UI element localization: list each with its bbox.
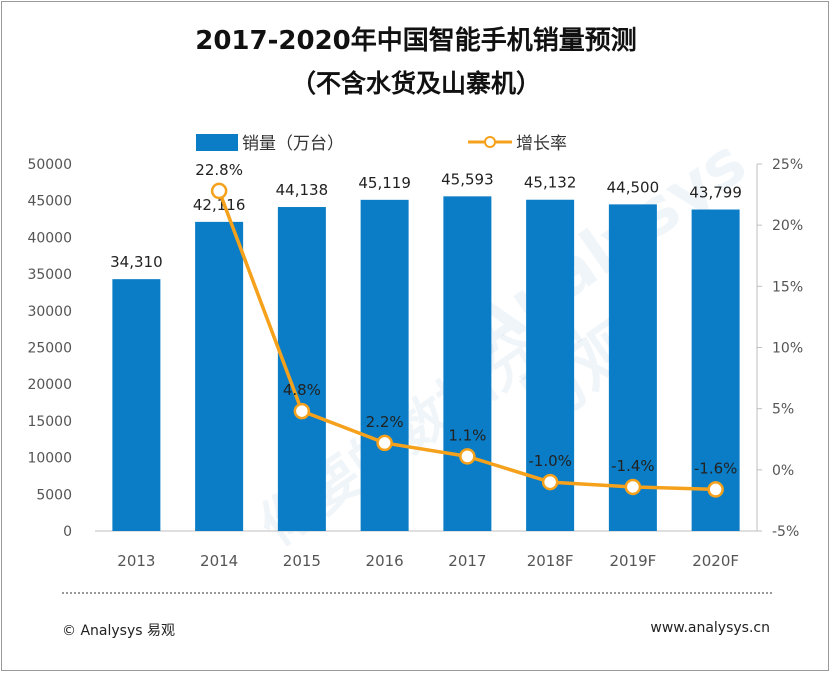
growth-rate-point <box>376 434 393 452</box>
right-axis-tick-label: 20% <box>772 218 803 234</box>
sales-bar <box>608 204 657 531</box>
growth-rate-point <box>707 481 724 498</box>
footer-website: www.analysys.cn <box>650 620 770 636</box>
x-axis-category-label: 2013 <box>117 552 155 570</box>
sales-bar <box>112 279 161 531</box>
left-axis-tick-label: 45000 <box>27 194 72 210</box>
chart-subtitle: （不含水货及山寨机） <box>290 69 541 98</box>
sales-bar <box>195 221 244 531</box>
chart-title: 2017-2020年中国智能手机销量预测 <box>195 26 637 56</box>
sales-bar-label: 44,138 <box>276 181 329 199</box>
x-axis-category-label: 2020F <box>692 552 739 570</box>
x-axis-category-label: 2016 <box>366 552 404 570</box>
right-axis-tick-label: 5% <box>772 402 794 418</box>
sales-bar-label: 45,132 <box>524 174 577 192</box>
growth-rate-point <box>541 473 559 491</box>
growth-rate-point <box>624 478 642 496</box>
left-axis-tick-label: 35000 <box>27 267 72 283</box>
growth-rate-point <box>293 402 311 420</box>
x-axis-category-label: 2015 <box>283 552 321 570</box>
growth-rate-point <box>210 182 228 200</box>
growth-rate-label: -1.6% <box>694 459 738 477</box>
sales-bar-label: 45,593 <box>441 170 494 188</box>
left-axis-tick-label: 5000 <box>36 487 72 503</box>
left-axis-tick-label: 0 <box>63 524 72 540</box>
left-axis-tick-label: 40000 <box>27 230 72 246</box>
right-axis-tick-label: 10% <box>772 341 803 357</box>
left-axis-tick-label: 15000 <box>27 414 72 430</box>
left-axis-tick-label: 30000 <box>27 304 72 320</box>
sales-bar-label: 34,310 <box>110 253 163 271</box>
plot-area: 0 5000 10000 15000 20000 25000 30000 35000 40000… <box>27 157 803 570</box>
sales-bar-label: 44,500 <box>607 178 660 196</box>
growth-rate-label: 4.8% <box>283 381 321 399</box>
chart-legend: 销量（万台） 增长率 <box>196 134 567 154</box>
growth-rate-label: -1.4% <box>611 457 655 475</box>
sales-bar-label: 42,116 <box>193 196 246 214</box>
footer-divider <box>62 592 772 594</box>
x-axis-category-label: 2017 <box>448 552 486 570</box>
sales-bar <box>691 209 740 532</box>
right-axis-tick-label: 25% <box>772 157 803 173</box>
left-axis-tick-label: 20000 <box>27 377 72 393</box>
left-axis-tick-label: 50000 <box>27 157 72 173</box>
growth-rate-label: 1.1% <box>448 426 486 444</box>
growth-rate-label: 22.8% <box>195 161 243 179</box>
sales-bar-label: 45,119 <box>358 174 411 192</box>
sales-bar <box>360 199 409 531</box>
sales-bar-label: 43,799 <box>689 184 742 202</box>
right-axis-tick-label: 15% <box>772 279 803 295</box>
left-axis-tick-label: 25000 <box>27 341 72 357</box>
x-axis-category-label: 2018F <box>527 552 574 570</box>
legend-line-label: 增长率 <box>516 134 567 154</box>
footer-copyright: © Analysys 易观 <box>62 623 175 639</box>
growth-rate-label: 2.2% <box>366 413 404 431</box>
right-axis-tick-label: -5% <box>772 524 799 540</box>
legend-bar-swatch <box>196 134 238 151</box>
x-axis-category-label: 2019F <box>609 552 656 570</box>
legend-bar-label: 销量（万台） <box>242 134 344 154</box>
legend-line-marker <box>484 136 496 148</box>
growth-rate-label: -1.0% <box>528 452 572 470</box>
growth-rate-point <box>459 448 476 465</box>
left-axis-tick-label: 10000 <box>27 451 72 467</box>
x-axis-category-label: 2014 <box>200 552 238 570</box>
sales-bar <box>443 196 492 531</box>
right-axis-tick-label: 0% <box>772 463 794 479</box>
